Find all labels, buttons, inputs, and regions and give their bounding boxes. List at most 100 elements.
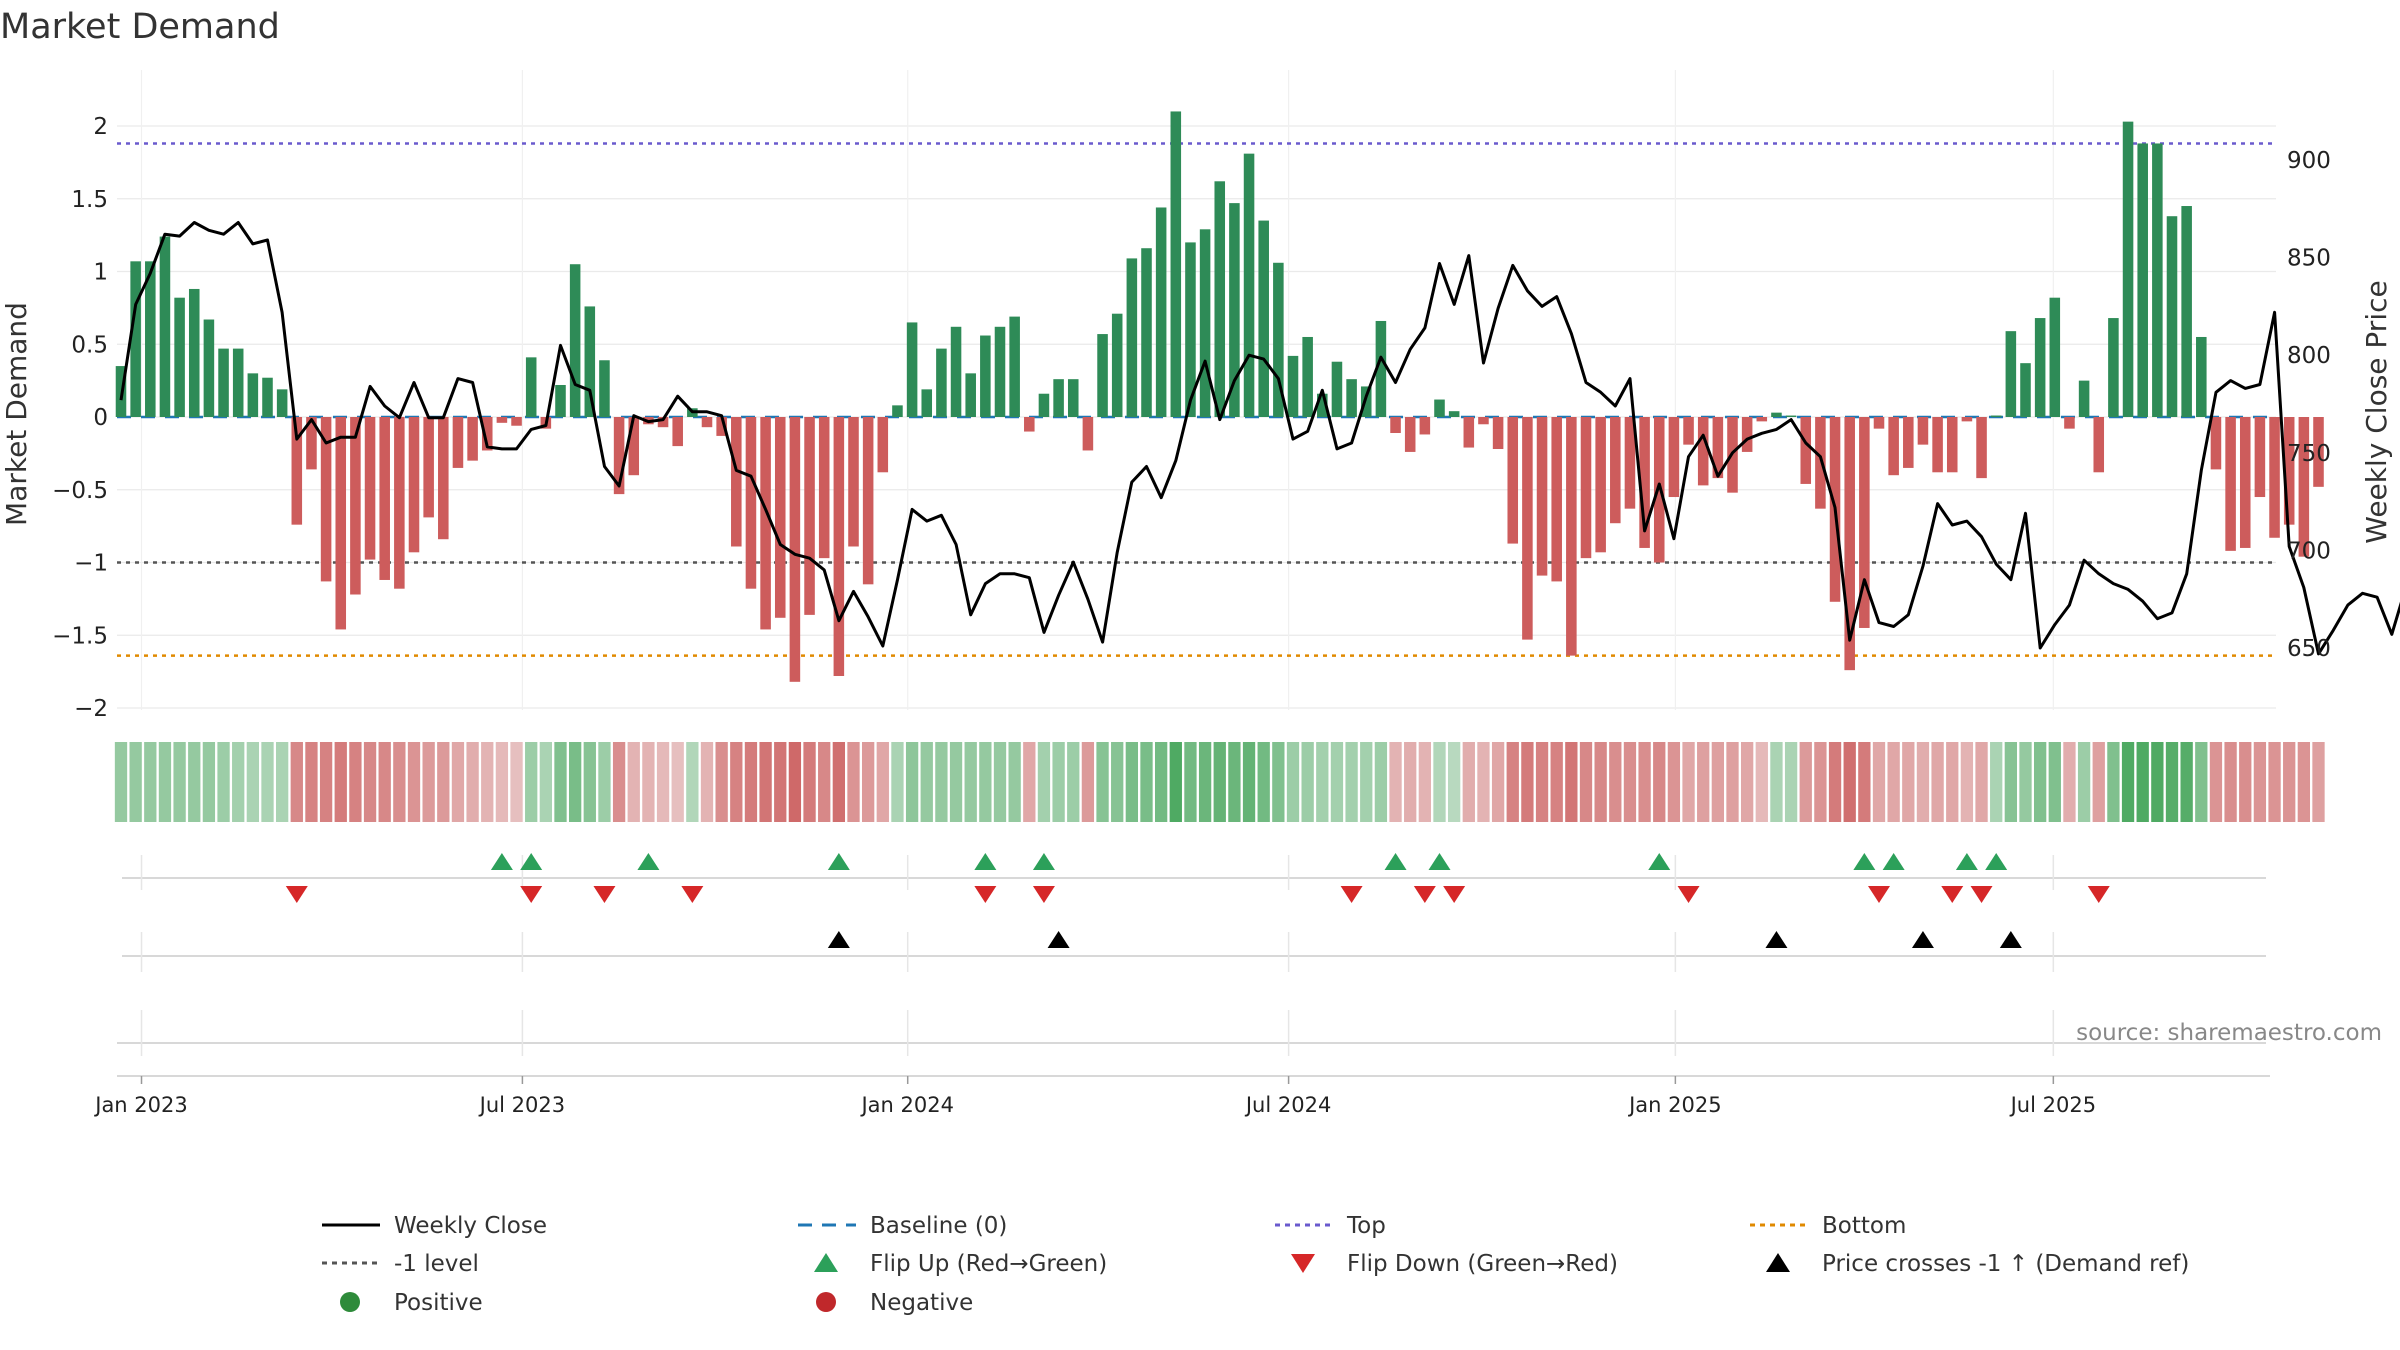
demand-bar <box>584 306 596 417</box>
price-cross-marker <box>1999 931 2022 948</box>
heat-cell <box>1594 742 1607 822</box>
demand-bar <box>1375 320 1387 417</box>
heat-cell <box>2107 742 2120 822</box>
legend-item-weekly-close: Weekly Close <box>322 1213 547 1239</box>
demand-bar <box>1888 417 1899 476</box>
heat-cell <box>2195 742 2208 822</box>
legend-item-baseline: Baseline (0) <box>798 1213 1007 1239</box>
demand-bar <box>2078 380 2090 417</box>
demand-bar <box>1683 417 1694 445</box>
source-note: source: sharemaestro.com <box>2076 1020 2382 1046</box>
price-cross-marker <box>1765 931 1788 948</box>
heat-cell <box>2151 742 2164 822</box>
heat-cell <box>1184 742 1197 822</box>
demand-bar <box>306 417 317 470</box>
legend-label: Flip Up (Red→Green) <box>870 1251 1107 1277</box>
heat-cell <box>935 742 948 822</box>
heat-cell <box>627 742 640 822</box>
demand-bar <box>672 417 683 447</box>
heat-cell <box>2077 742 2091 822</box>
heat-cell <box>1814 742 1827 822</box>
demand-bar <box>2049 297 2061 417</box>
heat-cell <box>1726 742 1739 822</box>
heat-cell <box>1023 742 1036 822</box>
flip-down-marker <box>1032 886 1055 903</box>
demand-bar <box>774 417 786 618</box>
date-tick-label: Jul 2025 <box>2009 1093 2096 1117</box>
heat-cell <box>861 742 875 822</box>
demand-bar <box>980 335 991 417</box>
heat-cell <box>2312 742 2325 822</box>
heat-cell <box>290 742 303 822</box>
flip-down-marker <box>1941 886 1964 903</box>
demand-bar <box>1492 417 1504 450</box>
demand-bar <box>2269 417 2280 538</box>
flip-up-marker <box>1648 853 1671 870</box>
left-axis-label: Market Demand <box>0 302 33 526</box>
demand-bar <box>1639 417 1650 548</box>
flip-down-marker <box>593 886 616 903</box>
heat-cell <box>847 742 860 822</box>
date-tick-label: Jul 2023 <box>478 1093 565 1117</box>
demand-bar <box>716 417 727 436</box>
heat-cell <box>803 742 816 822</box>
right-axis-label: Weekly Close Price <box>2360 280 2393 543</box>
demand-bar <box>1844 417 1855 671</box>
heat-cell <box>2253 742 2267 822</box>
demand-bar <box>1404 417 1416 452</box>
heat-cell <box>700 742 714 822</box>
heat-cell <box>1711 742 1725 822</box>
demand-bar <box>320 417 332 582</box>
demand-bar <box>2210 417 2222 470</box>
heat-cell <box>2209 742 2223 822</box>
demand-bar <box>2225 417 2236 551</box>
legend-label: Flip Down (Green→Red) <box>1347 1251 1618 1277</box>
demand-bar <box>1932 417 1943 473</box>
demand-bar <box>2005 331 2017 417</box>
heat-cell <box>1111 742 1124 822</box>
demand-bar <box>291 417 303 525</box>
heat-cell <box>1008 742 1021 822</box>
demand-bar <box>1697 417 1709 486</box>
demand-bar <box>892 405 903 417</box>
heat-cell <box>1872 742 1886 822</box>
heat-cell <box>1887 742 1900 822</box>
heat-cell <box>1330 742 1344 822</box>
heat-cell <box>319 742 333 822</box>
flip-down-marker <box>1413 886 1436 903</box>
legend-swatch <box>340 1292 360 1312</box>
demand-bar <box>731 417 742 547</box>
demand-bar <box>1580 417 1592 559</box>
heat-cell <box>1506 742 1519 822</box>
flip-up-marker <box>1853 853 1876 870</box>
heat-cell <box>554 742 567 822</box>
heat-cell <box>832 742 846 822</box>
flip-up-marker <box>1955 853 1978 870</box>
heat-cell <box>1096 742 1109 822</box>
heat-cell <box>334 742 347 822</box>
left-tick-label: 2 <box>93 114 108 140</box>
heat-cell <box>539 742 553 822</box>
demand-bar <box>2137 143 2148 417</box>
heat-cell <box>275 742 289 822</box>
heat-cell <box>1565 742 1578 822</box>
heat-cell <box>2239 742 2252 822</box>
left-tick-label: −2 <box>74 696 108 722</box>
heat-cell <box>1535 742 1549 822</box>
heat-cell <box>1286 742 1300 822</box>
heat-cell <box>1609 742 1622 822</box>
flip-down-marker <box>1970 886 1993 903</box>
heat-cell <box>788 742 802 822</box>
demand-bar <box>1229 203 1240 417</box>
heat-cell <box>1697 742 1710 822</box>
heat-cell <box>1667 742 1681 822</box>
demand-bar <box>350 417 361 595</box>
heat-cell <box>2048 742 2061 822</box>
demand-bar <box>1331 361 1343 417</box>
demand-bar <box>833 417 845 676</box>
flip-up-marker <box>490 853 513 870</box>
heat-cell <box>114 742 128 822</box>
heat-cell <box>1067 742 1080 822</box>
demand-bar <box>877 417 889 473</box>
